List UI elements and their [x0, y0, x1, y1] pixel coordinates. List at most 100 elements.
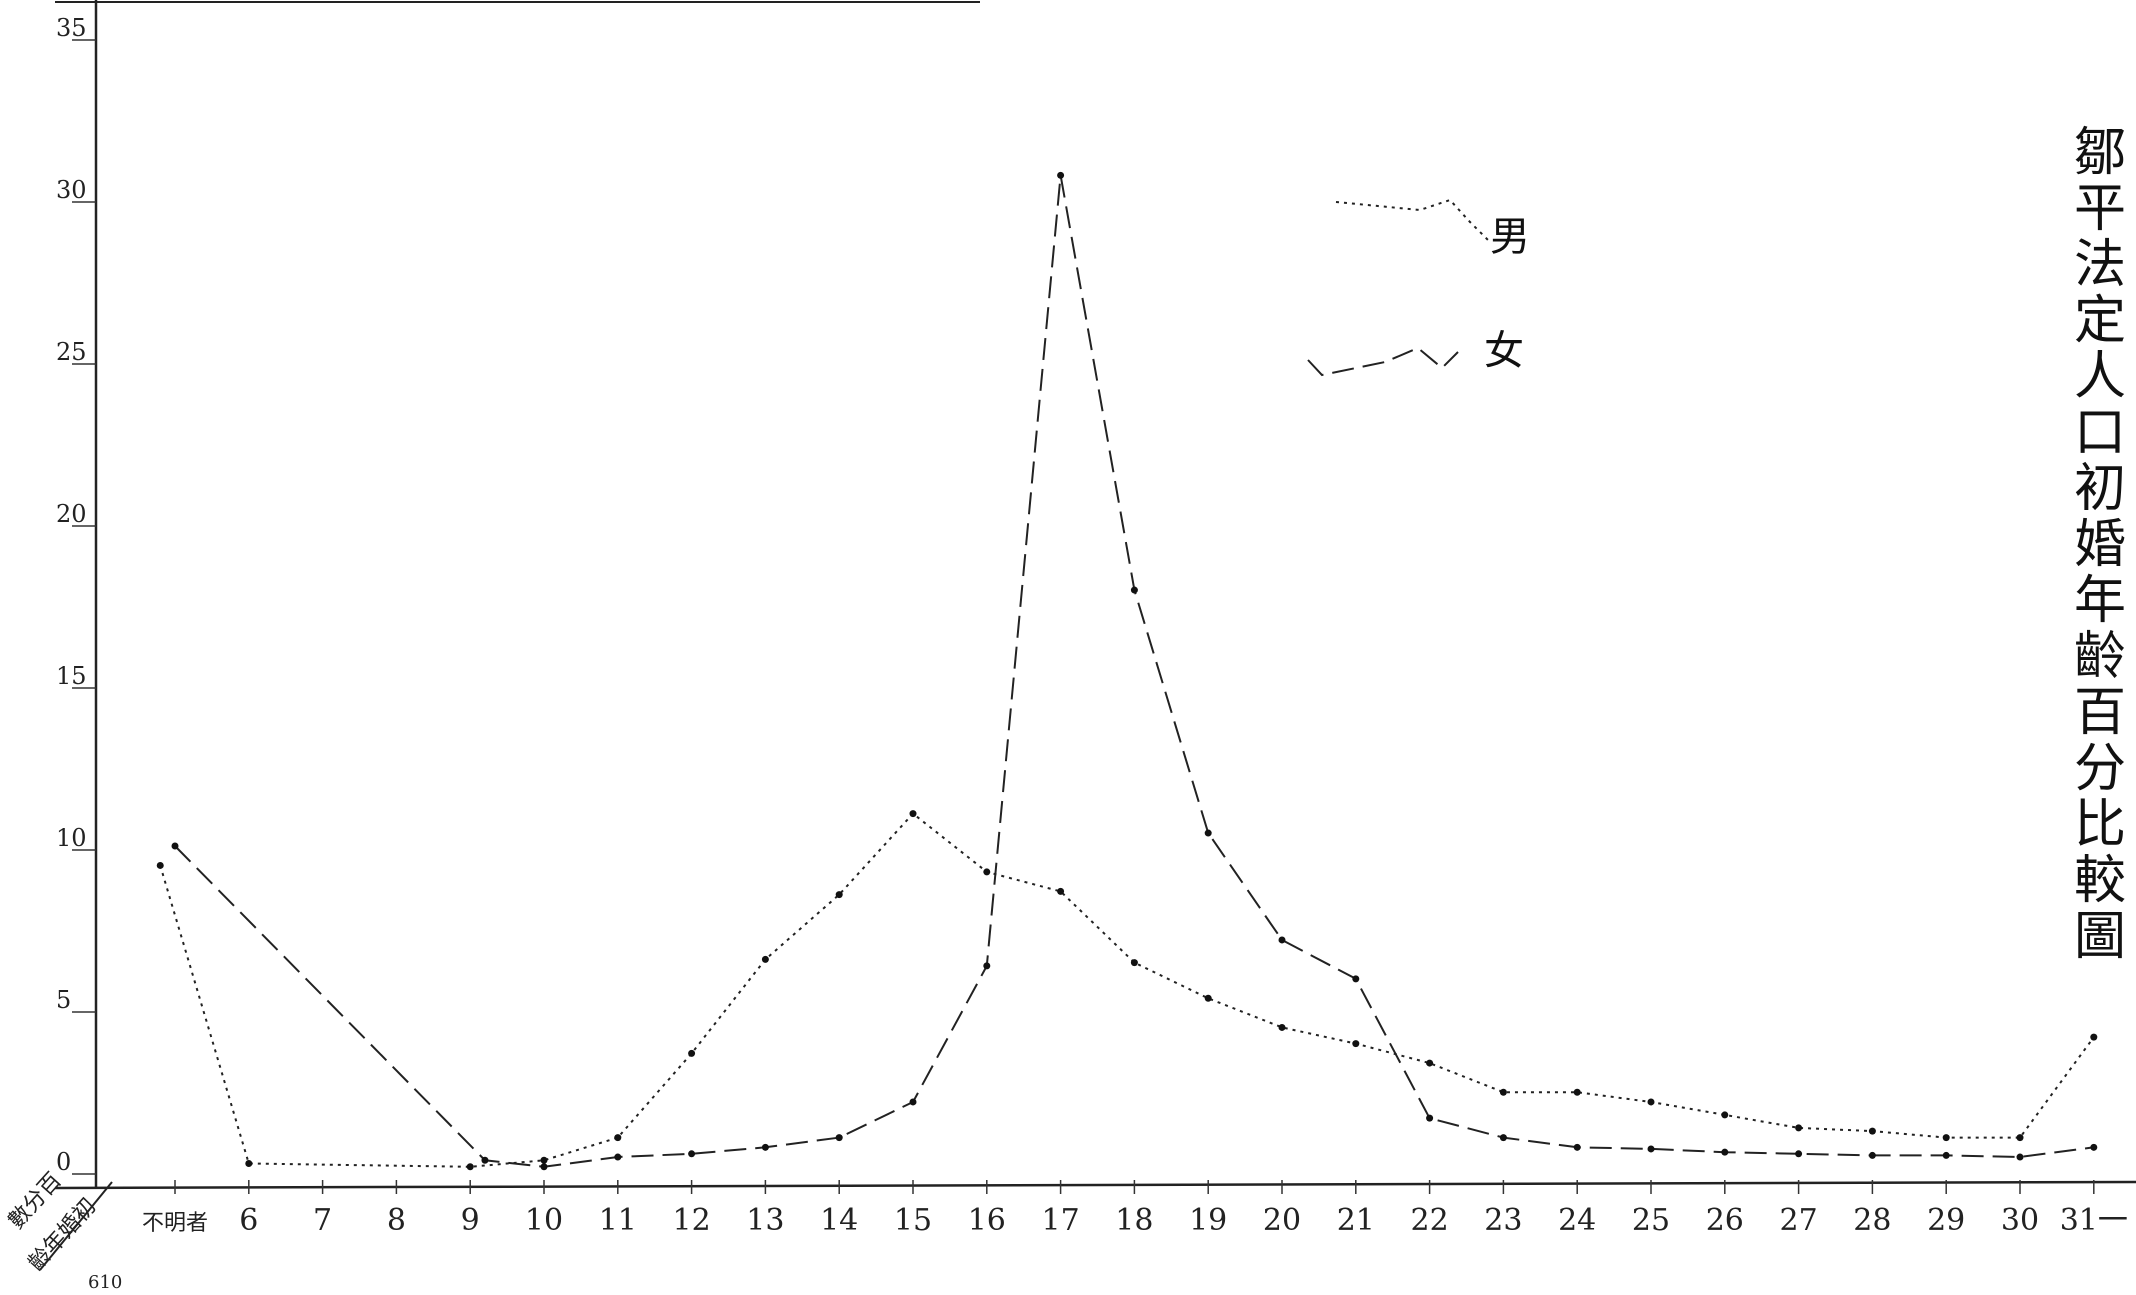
- series: [156, 171, 2098, 1171]
- data-point: [1352, 1040, 1360, 1048]
- y-tick-label: 35: [56, 14, 87, 42]
- x-tick-label: 27: [1780, 1203, 1818, 1238]
- data-point: [1942, 1151, 1950, 1159]
- x-tick-label: 16: [968, 1203, 1006, 1238]
- legend: 男 女: [1307, 198, 1530, 377]
- data-point: [1647, 1145, 1655, 1153]
- data-point: [2090, 1033, 2098, 1041]
- data-point: [2016, 1134, 2024, 1142]
- chart-title: 鄒平法定人口初婚年齡百分比較圖: [2074, 123, 2126, 967]
- data-point: [835, 1134, 843, 1142]
- data-point: [614, 1134, 622, 1142]
- data-point: [1647, 1098, 1655, 1106]
- y-tick-label: 5: [56, 986, 71, 1014]
- y-tick-label: 10: [56, 824, 87, 852]
- data-point: [909, 810, 917, 818]
- data-point: [171, 842, 179, 850]
- data-point: [1057, 887, 1065, 895]
- data-point: [1278, 936, 1286, 944]
- series-line-1: [174, 175, 2094, 1168]
- data-point: [1499, 1088, 1507, 1096]
- data-point: [1721, 1148, 1729, 1156]
- legend-line-male: [1335, 198, 1489, 241]
- x-tick-label: 7: [313, 1203, 332, 1238]
- legend-line-female: [1307, 346, 1459, 377]
- x-tick-label: 29: [1927, 1203, 1965, 1238]
- y-ticks: 0 5 10 15 20 25 30 35: [56, 14, 96, 1176]
- x-tick-label: 11: [599, 1203, 637, 1238]
- x-tick-label: 26: [1706, 1203, 1744, 1238]
- data-point: [1795, 1150, 1803, 1158]
- data-point: [1721, 1111, 1729, 1119]
- data-point: [983, 962, 991, 970]
- data-point: [1352, 975, 1360, 983]
- data-point: [540, 1156, 548, 1164]
- x-tick-label: 12: [673, 1203, 711, 1238]
- x-tick-label: 21: [1337, 1203, 1375, 1238]
- data-point: [245, 1160, 253, 1168]
- data-point: [1868, 1151, 1876, 1159]
- x-tick-label: 23: [1484, 1203, 1522, 1238]
- data-point: [1204, 994, 1212, 1002]
- x-tick-label: 25: [1632, 1203, 1670, 1238]
- x-tick-label: 17: [1042, 1203, 1080, 1238]
- x-tick-label: 15: [894, 1203, 932, 1238]
- data-point: [1868, 1127, 1876, 1135]
- data-point: [1426, 1059, 1434, 1067]
- x-tick-label: 20: [1263, 1203, 1301, 1238]
- data-point: [1573, 1088, 1581, 1096]
- data-point: [1795, 1124, 1803, 1132]
- data-point: [688, 1049, 696, 1057]
- legend-label-male: 男: [1490, 214, 1530, 260]
- corner-diagonal: [39, 1181, 113, 1271]
- y-tick-label: 15: [56, 662, 87, 690]
- x-axis-line: [54, 1180, 2136, 1190]
- data-point: [2016, 1153, 2024, 1161]
- data-point: [1942, 1134, 1950, 1142]
- data-point: [1573, 1143, 1581, 1151]
- x-tick-label: 14: [820, 1203, 858, 1238]
- x-tick-label: 22: [1411, 1203, 1449, 1238]
- x-tick-label: 不明者: [142, 1211, 208, 1236]
- legend-label-female: 女: [1484, 328, 1524, 374]
- x-tick-label: 31一: [2060, 1203, 2128, 1238]
- data-point: [1499, 1134, 1507, 1142]
- data-point: [481, 1156, 489, 1164]
- x-tick-label: 8: [387, 1203, 406, 1238]
- data-point: [761, 955, 769, 963]
- x-tick-label: 9: [461, 1203, 480, 1238]
- y-tick-label: 0: [56, 1148, 71, 1176]
- x-tick-label: 19: [1189, 1203, 1227, 1238]
- data-point: [1057, 171, 1065, 179]
- x-tick-label: 13: [746, 1203, 784, 1238]
- data-point: [688, 1150, 696, 1158]
- corner-reference-label: 610: [88, 1272, 122, 1293]
- x-tick-label: 18: [1115, 1203, 1153, 1238]
- data-point: [1278, 1023, 1286, 1031]
- y-tick-label: 20: [56, 500, 87, 528]
- data-point: [1426, 1114, 1434, 1122]
- data-point: [1204, 829, 1212, 837]
- y-tick-label: 25: [56, 338, 87, 366]
- x-ticks: 不明者 6 7 8 9 10 11 12 13 14 15 16 17 18 19 20 21 22 23 24 25 2…: [142, 1180, 2128, 1238]
- data-point: [761, 1143, 769, 1151]
- data-point: [835, 891, 843, 899]
- data-point: [2090, 1143, 2098, 1151]
- axes: [39, 0, 2136, 1271]
- y-tick-label: 30: [56, 176, 87, 204]
- x-tick-label: 24: [1558, 1203, 1596, 1238]
- data-point: [466, 1163, 474, 1171]
- data-point: [983, 868, 991, 876]
- x-tick-label: 10: [525, 1203, 563, 1238]
- data-point: [156, 861, 164, 869]
- data-point: [540, 1163, 548, 1171]
- data-point: [909, 1098, 917, 1106]
- x-tick-label: 6: [239, 1203, 258, 1238]
- data-point: [1130, 586, 1138, 594]
- x-tick-label: 28: [1853, 1203, 1891, 1238]
- data-point: [1130, 959, 1138, 967]
- data-point: [614, 1153, 622, 1161]
- x-tick-label: 30: [2001, 1203, 2039, 1238]
- series-line-0: [159, 812, 2095, 1168]
